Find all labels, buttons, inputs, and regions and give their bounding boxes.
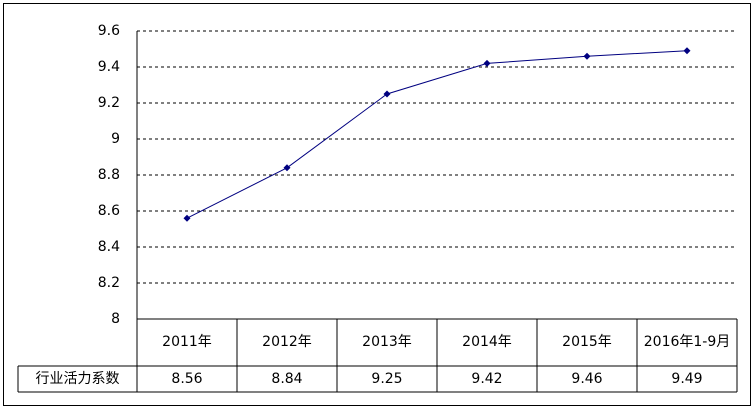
chart-border: [3, 3, 751, 406]
y-tick-label: 9.2: [98, 95, 120, 111]
y-tick-label: 9.4: [98, 59, 120, 75]
marker: [183, 214, 191, 222]
value-label: 9.49: [671, 370, 703, 387]
value-label: 8.84: [271, 370, 303, 387]
category-label: 2013年: [362, 334, 412, 350]
marker: [483, 59, 491, 67]
value-label: 9.46: [571, 370, 603, 387]
marker: [383, 90, 391, 98]
category-label: 2011年: [162, 334, 212, 350]
y-tick-label: 9.6: [98, 23, 120, 39]
category-label: 2012年: [262, 334, 312, 350]
category-label: 2015年: [562, 334, 612, 350]
value-label: 8.56: [171, 370, 203, 387]
category-label: 2016年1-9月: [643, 334, 731, 350]
y-tick-label: 8: [111, 311, 120, 327]
series-name: 行业活力系数: [35, 370, 120, 387]
y-tick-label: 8.2: [98, 275, 120, 291]
marker: [683, 47, 691, 55]
y-tick-label: 9: [111, 131, 120, 147]
marker: [283, 164, 291, 172]
value-label: 9.25: [371, 370, 403, 387]
value-label: 9.42: [471, 370, 503, 387]
series-line: [186, 50, 688, 219]
y-tick-label: 8.8: [98, 167, 120, 183]
y-tick-label: 8.4: [98, 239, 120, 255]
y-tick-label: 8.6: [98, 203, 120, 219]
category-label: 2014年: [462, 334, 512, 350]
marker: [583, 52, 591, 60]
